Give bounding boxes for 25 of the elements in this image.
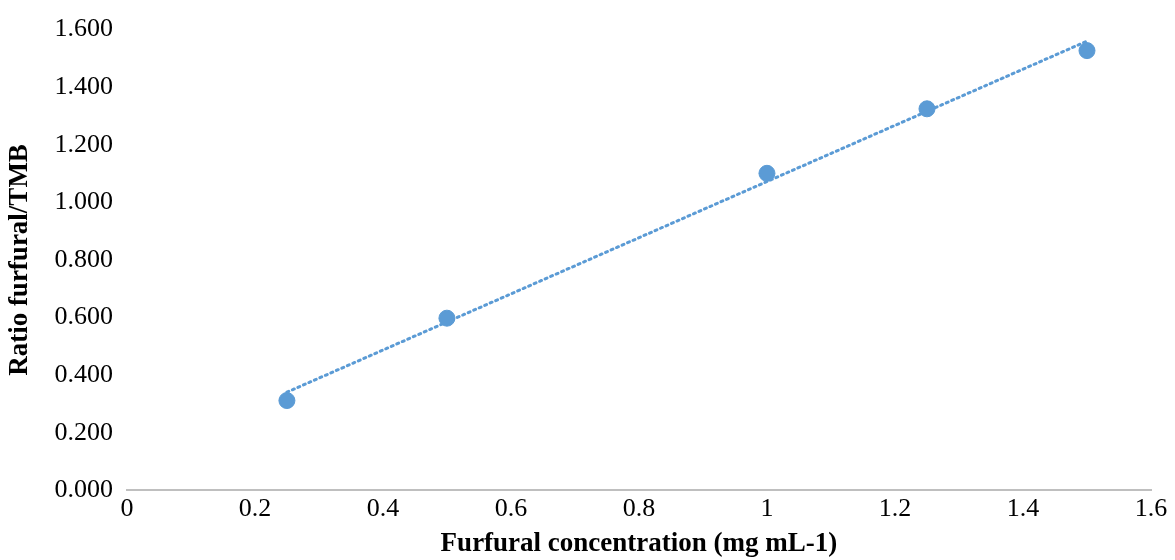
point [758,164,776,182]
y-axis-title: Ratio furfural/TMB [3,144,34,376]
x-axis-title: Furfural concentration (mg mL-1) [440,526,838,557]
point [278,392,296,410]
y-tick-label: 1.400 [54,71,113,101]
x-tick-label: 0.4 [366,492,400,522]
point [1078,42,1096,60]
y-tick-label: 0.400 [54,359,113,389]
x-tick-label: 1.2 [878,492,912,522]
y-tick-label: 0.000 [54,474,113,504]
point [918,100,936,118]
x-tick-label: 1.6 [1134,492,1168,522]
y-tick-label: 0.200 [54,416,113,446]
y-tick-label: 1.200 [54,128,113,158]
x-tick-label: 0.8 [622,492,656,522]
y-tick-label: 1.000 [54,186,113,216]
y-tick-label: 0.600 [54,301,113,331]
x-tick-label: 0.6 [494,492,528,522]
x-tick-label: 1.4 [1006,492,1040,522]
x-tick-label: 0.2 [238,492,272,522]
y-tick-label: 1.600 [54,13,113,43]
y-tick-label: 0.800 [54,243,113,273]
x-tick-label: 1 [760,492,774,522]
x-tick-label: 0 [120,492,134,522]
point [438,309,456,327]
